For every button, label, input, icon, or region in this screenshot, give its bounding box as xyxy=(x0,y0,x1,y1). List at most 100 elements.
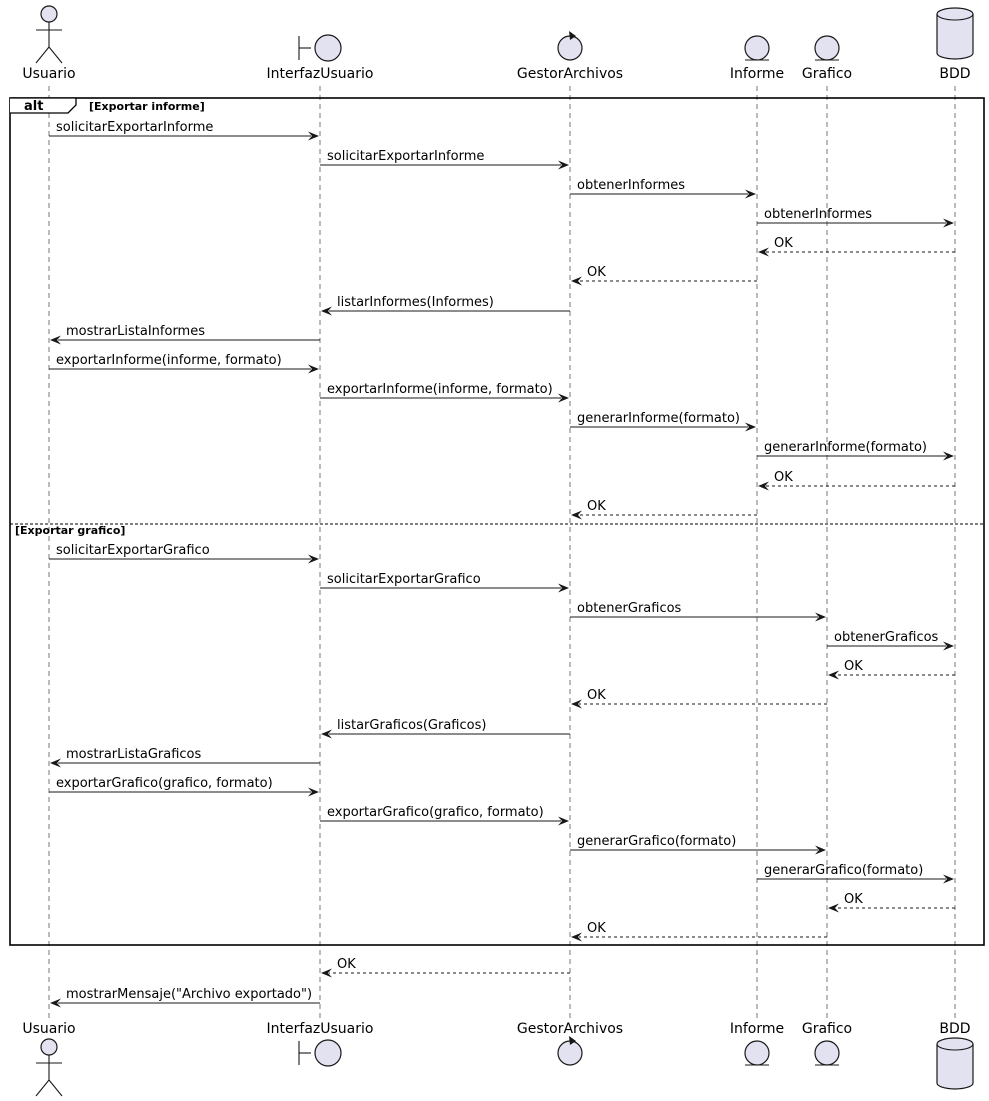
message-26: OK xyxy=(828,892,955,913)
message-2: obtenerInformes xyxy=(570,178,756,199)
message-label: listarGraficos(Graficos) xyxy=(337,718,486,733)
message-12: OK xyxy=(758,470,955,491)
message-label: OK xyxy=(774,236,793,251)
arrowhead xyxy=(943,874,954,884)
arrowhead xyxy=(571,510,582,520)
message-label: OK xyxy=(587,688,606,703)
participant-label-interfaz: InterfazUsuario xyxy=(267,1021,374,1037)
participant-label-informe: Informe xyxy=(730,1021,784,1037)
arrowhead xyxy=(943,218,954,228)
participant-label-gestor: GestorArchivos xyxy=(517,1021,623,1037)
message-label: OK xyxy=(844,892,863,907)
message-18: OK xyxy=(828,659,955,680)
alt-tag xyxy=(10,97,77,114)
message-24: generarGrafico(formato) xyxy=(570,834,826,855)
message-label: generarGrafico(formato) xyxy=(577,834,736,849)
message-25: generarGrafico(formato) xyxy=(757,863,954,884)
boundary-icon xyxy=(298,1039,342,1067)
message-label: exportarGrafico(grafico, formato) xyxy=(327,805,544,820)
boundary-icon xyxy=(298,34,342,62)
arrowhead xyxy=(50,758,61,768)
arrowhead xyxy=(758,481,769,491)
message-label: mostrarMensaje("Archivo exportado") xyxy=(66,987,312,1002)
arrowhead xyxy=(558,816,569,826)
entity-icon xyxy=(814,1040,840,1066)
participants-top: Usuario InterfazUsuario GestorArchivos Info… xyxy=(22,5,974,82)
arrowhead xyxy=(308,364,319,374)
message-5: OK xyxy=(571,265,757,286)
message-27: OK xyxy=(571,921,827,942)
message-1: solicitarExportarInforme xyxy=(320,149,569,170)
message-label: obtenerGraficos xyxy=(577,601,682,616)
message-20: listarGraficos(Graficos) xyxy=(321,718,570,739)
message-label: exportarInforme(informe, formato) xyxy=(56,353,282,368)
message-0: solicitarExportarInforme xyxy=(49,120,319,141)
message-19: OK xyxy=(571,688,827,709)
control-icon xyxy=(557,31,583,61)
participant-label-usuario: Usuario xyxy=(22,1021,75,1037)
message-29: mostrarMensaje("Archivo exportado") xyxy=(50,987,320,1008)
message-28: OK xyxy=(321,957,570,978)
arrowhead xyxy=(815,612,826,622)
message-3: obtenerInformes xyxy=(757,207,954,228)
arrowhead xyxy=(558,583,569,593)
arrowhead xyxy=(758,247,769,257)
alt-fragment: alt [Exportar informe] [Exportar grafico] xyxy=(9,97,985,946)
arrowhead xyxy=(943,641,954,651)
message-label: solicitarExportarGrafico xyxy=(327,572,481,587)
database-icon xyxy=(936,7,974,60)
arrowhead xyxy=(571,276,582,286)
alt-guard-informe: [Exportar informe] xyxy=(89,100,205,113)
actor-icon xyxy=(35,5,63,64)
message-label: OK xyxy=(844,659,863,674)
message-11: generarInforme(formato) xyxy=(757,440,954,461)
arrowhead xyxy=(308,787,319,797)
message-label: exportarGrafico(grafico, formato) xyxy=(56,776,273,791)
message-label: OK xyxy=(587,921,606,936)
participants-bottom: Usuario InterfazUsuario GestorArchivos Info… xyxy=(22,1021,974,1097)
message-label: solicitarExportarInforme xyxy=(56,120,213,135)
message-9: exportarInforme(informe, formato) xyxy=(320,382,569,403)
arrowhead xyxy=(745,422,756,432)
alt-guard-grafico: [Exportar grafico] xyxy=(15,524,125,537)
arrowhead xyxy=(571,932,582,942)
message-label: mostrarListaGraficos xyxy=(66,747,202,762)
arrowhead xyxy=(571,699,582,709)
message-label: OK xyxy=(587,265,606,280)
message-4: OK xyxy=(758,236,955,257)
participant-label-grafico: Grafico xyxy=(802,66,852,82)
message-label: generarGrafico(formato) xyxy=(764,863,923,878)
message-label: generarInforme(formato) xyxy=(577,411,740,426)
message-21: mostrarListaGraficos xyxy=(50,747,320,768)
message-15: solicitarExportarGrafico xyxy=(320,572,569,593)
arrowhead xyxy=(815,845,826,855)
arrowhead xyxy=(828,670,839,680)
message-label: listarInformes(Informes) xyxy=(337,295,494,310)
message-14: solicitarExportarGrafico xyxy=(49,543,319,564)
message-6: listarInformes(Informes) xyxy=(321,295,570,316)
message-16: obtenerGraficos xyxy=(570,601,826,622)
lifelines xyxy=(48,86,956,1018)
message-8: exportarInforme(informe, formato) xyxy=(49,353,319,374)
arrowhead xyxy=(943,451,954,461)
participant-label-interfaz: InterfazUsuario xyxy=(267,66,374,82)
arrowhead xyxy=(828,903,839,913)
message-label: solicitarExportarGrafico xyxy=(56,543,210,558)
arrowhead xyxy=(321,968,332,978)
control-icon xyxy=(557,1036,583,1066)
participant-label-informe: Informe xyxy=(730,66,784,82)
arrowhead xyxy=(50,998,61,1008)
database-icon xyxy=(936,1037,974,1090)
arrowhead xyxy=(321,306,332,316)
arrowhead xyxy=(745,189,756,199)
entity-icon xyxy=(744,1040,770,1066)
message-17: obtenerGraficos xyxy=(827,630,954,651)
message-label: OK xyxy=(587,499,606,514)
arrowhead xyxy=(558,160,569,170)
entity-icon xyxy=(814,35,840,61)
message-22: exportarGrafico(grafico, formato) xyxy=(49,776,319,797)
participant-label-gestor: GestorArchivos xyxy=(517,66,623,82)
participant-label-usuario: Usuario xyxy=(22,66,75,82)
message-7: mostrarListaInformes xyxy=(50,324,320,345)
